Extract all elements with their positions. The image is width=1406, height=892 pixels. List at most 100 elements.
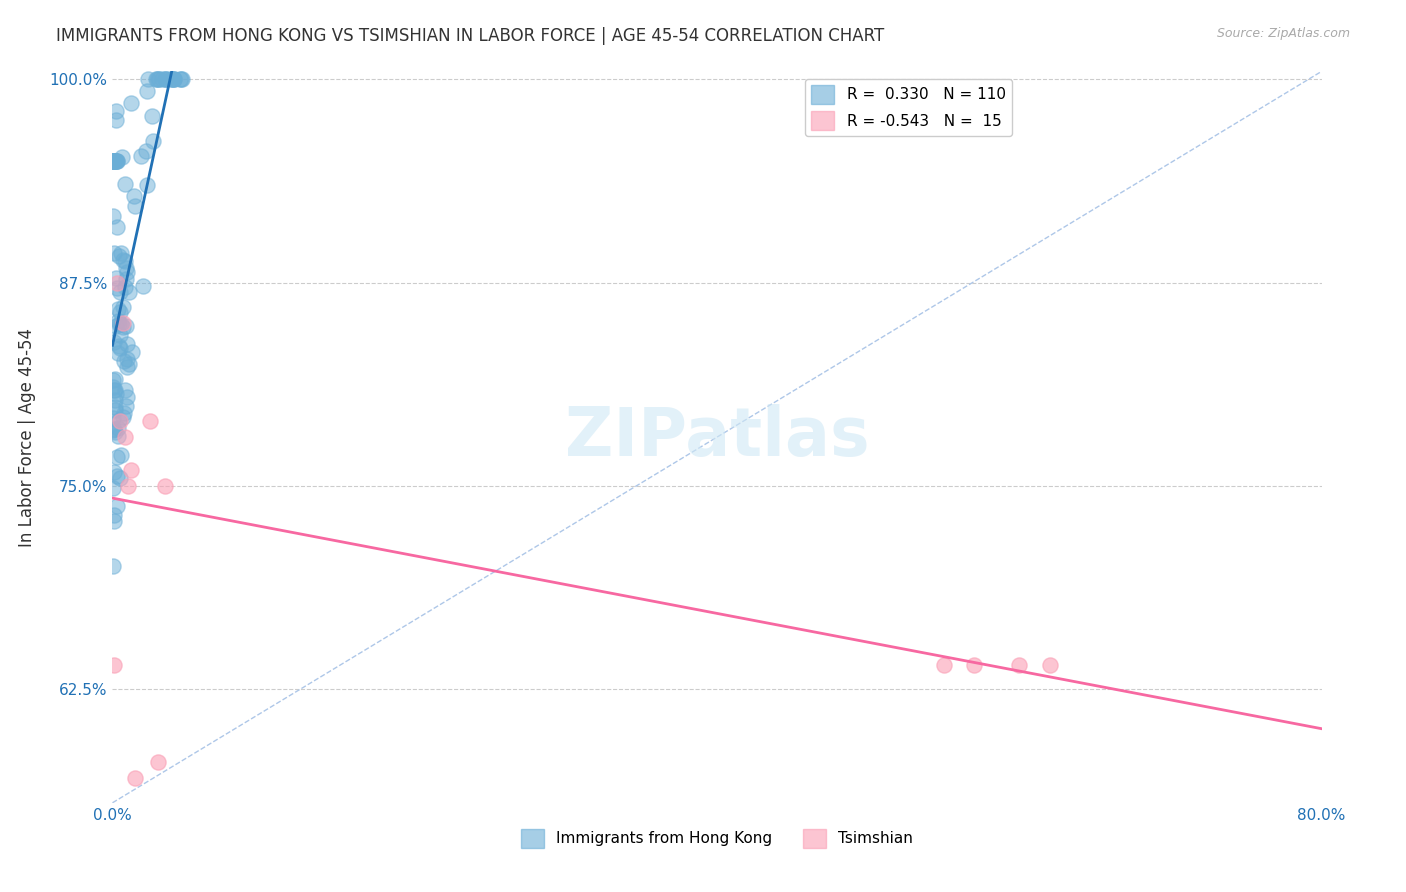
Immigrants from Hong Kong [104, 425, 127, 439]
Immigrants from Hong Kong [104, 403, 127, 417]
Immigrants from Hong Kong [105, 153, 128, 168]
Immigrants from Hong Kong [105, 153, 128, 168]
Immigrants from Hong Kong [170, 72, 193, 87]
Immigrants from Hong Kong [172, 72, 194, 87]
Tsimshian [146, 755, 169, 769]
Immigrants from Hong Kong [103, 559, 125, 574]
Immigrants from Hong Kong [142, 134, 165, 148]
Immigrants from Hong Kong [105, 153, 128, 168]
Tsimshian [117, 479, 139, 493]
Immigrants from Hong Kong [155, 72, 177, 87]
Immigrants from Hong Kong [118, 285, 141, 299]
Tsimshian [103, 657, 125, 672]
Immigrants from Hong Kong [160, 72, 183, 87]
Immigrants from Hong Kong [104, 401, 127, 415]
Tsimshian [108, 414, 131, 428]
Immigrants from Hong Kong [103, 334, 125, 349]
Immigrants from Hong Kong [115, 351, 138, 366]
Immigrants from Hong Kong [107, 301, 129, 316]
Immigrants from Hong Kong [114, 406, 136, 420]
Tsimshian [155, 479, 177, 493]
Immigrants from Hong Kong [107, 421, 129, 435]
Immigrants from Hong Kong [120, 96, 142, 111]
Immigrants from Hong Kong [148, 72, 170, 87]
Tsimshian [963, 657, 986, 672]
Immigrants from Hong Kong [110, 448, 132, 462]
Immigrants from Hong Kong [115, 337, 138, 351]
Immigrants from Hong Kong [159, 72, 181, 87]
Immigrants from Hong Kong [148, 72, 170, 87]
Immigrants from Hong Kong [107, 346, 129, 360]
Immigrants from Hong Kong [103, 246, 125, 260]
Immigrants from Hong Kong [155, 72, 177, 87]
Immigrants from Hong Kong [155, 72, 177, 87]
Tsimshian [139, 414, 162, 428]
Immigrants from Hong Kong [114, 399, 136, 413]
Immigrants from Hong Kong [124, 199, 146, 213]
Tsimshian [1038, 657, 1062, 672]
Immigrants from Hong Kong [115, 318, 138, 333]
Tsimshian [932, 657, 955, 672]
Immigrants from Hong Kong [103, 422, 125, 436]
Immigrants from Hong Kong [108, 305, 131, 319]
Immigrants from Hong Kong [101, 209, 124, 223]
Immigrants from Hong Kong [112, 252, 135, 267]
Text: Source: ZipAtlas.com: Source: ZipAtlas.com [1216, 27, 1350, 40]
Immigrants from Hong Kong [110, 328, 132, 343]
Immigrants from Hong Kong [114, 177, 136, 191]
Immigrants from Hong Kong [103, 380, 125, 394]
Immigrants from Hong Kong [103, 508, 125, 522]
Immigrants from Hong Kong [118, 357, 141, 371]
Immigrants from Hong Kong [115, 390, 138, 404]
Immigrants from Hong Kong [110, 470, 132, 484]
Immigrants from Hong Kong [163, 72, 186, 87]
Immigrants from Hong Kong [101, 373, 124, 387]
Immigrants from Hong Kong [135, 144, 157, 158]
Immigrants from Hong Kong [169, 72, 191, 87]
Immigrants from Hong Kong [105, 450, 128, 464]
Immigrants from Hong Kong [162, 72, 184, 87]
Immigrants from Hong Kong [141, 109, 163, 123]
Immigrants from Hong Kong [111, 409, 134, 424]
Immigrants from Hong Kong [105, 469, 128, 483]
Immigrants from Hong Kong [108, 318, 131, 332]
Immigrants from Hong Kong [101, 153, 124, 168]
Immigrants from Hong Kong [103, 514, 125, 528]
Immigrants from Hong Kong [104, 153, 127, 168]
Immigrants from Hong Kong [112, 354, 135, 368]
Tsimshian [120, 462, 142, 476]
Immigrants from Hong Kong [121, 344, 143, 359]
Tsimshian [1008, 657, 1031, 672]
Immigrants from Hong Kong [107, 339, 129, 353]
Immigrants from Hong Kong [110, 246, 132, 260]
Immigrants from Hong Kong [136, 72, 159, 87]
Immigrants from Hong Kong [104, 393, 127, 408]
Immigrants from Hong Kong [117, 265, 139, 279]
Immigrants from Hong Kong [103, 153, 125, 168]
Immigrants from Hong Kong [105, 220, 128, 235]
Immigrants from Hong Kong [114, 260, 136, 275]
Immigrants from Hong Kong [107, 429, 129, 443]
Y-axis label: In Labor Force | Age 45-54: In Labor Force | Age 45-54 [18, 327, 35, 547]
Text: ZIPatlas: ZIPatlas [565, 404, 869, 470]
Immigrants from Hong Kong [117, 360, 139, 375]
Immigrants from Hong Kong [107, 314, 129, 328]
Immigrants from Hong Kong [108, 341, 131, 355]
Immigrants from Hong Kong [111, 320, 134, 334]
Immigrants from Hong Kong [136, 178, 159, 192]
Immigrants from Hong Kong [103, 423, 125, 437]
Immigrants from Hong Kong [108, 413, 131, 427]
Tsimshian [112, 316, 135, 330]
Immigrants from Hong Kong [162, 72, 184, 87]
Immigrants from Hong Kong [104, 153, 127, 168]
Immigrants from Hong Kong [111, 150, 134, 164]
Immigrants from Hong Kong [103, 372, 125, 386]
Immigrants from Hong Kong [135, 84, 157, 98]
Immigrants from Hong Kong [104, 113, 127, 128]
Immigrants from Hong Kong [104, 153, 127, 168]
Immigrants from Hong Kong [103, 153, 125, 168]
Tsimshian [124, 772, 146, 786]
Immigrants from Hong Kong [108, 285, 131, 299]
Immigrants from Hong Kong [101, 153, 124, 168]
Immigrants from Hong Kong [101, 411, 124, 425]
